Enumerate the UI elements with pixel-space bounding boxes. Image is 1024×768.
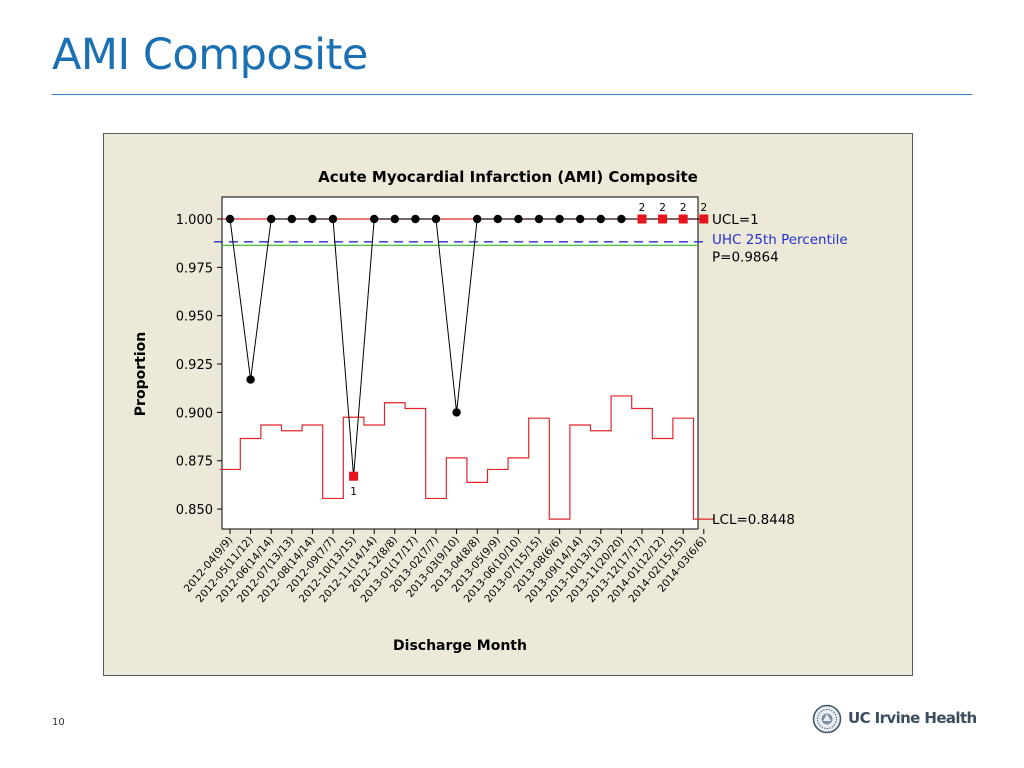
y-tick-label: 0.975 [176,261,213,276]
data-point [514,214,523,224]
y-tick-label: 0.950 [176,310,213,325]
data-point [452,408,461,417]
data-point [390,214,399,224]
benchmark-label: UHC 25th Percentile [712,232,848,248]
flag-label: 2 [659,202,666,214]
flag-label: 2 [639,202,646,214]
ucl-label: UCL=1 [712,212,759,228]
chart-title: Acute Myocardial Infarction (AMI) Compos… [318,168,698,186]
data-point [534,214,544,224]
data-point [596,214,605,224]
data-point [308,214,317,224]
data-point [267,214,276,224]
flag-label: 2 [700,202,707,214]
data-point [431,214,441,224]
flagged-point [349,471,359,481]
data-point [555,214,564,224]
y-tick-label: 0.850 [176,503,213,518]
flagged-point [637,214,647,224]
flag-label: 1 [350,486,357,498]
ami-control-chart: Acute Myocardial Infarction (AMI) Compos… [133,168,848,654]
flagged-point [678,214,688,224]
plot-area [221,196,699,530]
y-tick-label: 0.900 [176,406,213,421]
x-axis-label: Discharge Month [393,638,527,654]
center-line-label: P=0.9864 [712,249,779,265]
y-tick-label: 1.000 [176,213,213,228]
logo-text: UC Irvine Health [848,709,977,727]
university-seal-icon [812,704,842,734]
data-point [576,214,585,224]
flagged-point [699,214,709,224]
slide-title: AMI Composite [52,30,368,80]
data-point [225,214,235,224]
lcl-label: LCL=0.8448 [712,512,795,528]
data-point [246,375,255,384]
y-tick-label: 0.925 [176,358,213,373]
data-point [370,214,379,224]
title-divider [52,94,972,95]
page-number: 10 [52,717,65,728]
lcl-line [219,395,715,520]
data-point [617,214,626,224]
data-point [328,214,338,224]
data-point [411,214,420,224]
uc-irvine-health-logo: UC Irvine Health [812,704,977,734]
flag-label: 2 [680,202,687,214]
flagged-point [658,214,668,224]
y-tick-label: 0.875 [176,455,213,470]
chart-panel: Acute Myocardial Infarction (AMI) Compos… [103,133,913,676]
data-point [287,214,296,224]
data-point [473,214,482,224]
y-axis-label: Proportion [133,332,149,416]
data-point [493,214,502,224]
